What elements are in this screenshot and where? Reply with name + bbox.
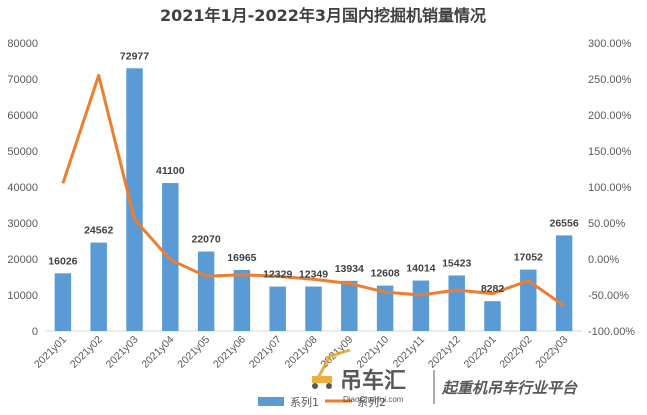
bar <box>484 301 501 331</box>
bar-data-label: 12349 <box>299 269 328 281</box>
left-axis: 0 10000 20000 30000 40000 50000 60000 70000 8000… <box>7 38 38 338</box>
right-tick-label: 0.00% <box>588 254 619 266</box>
legend: 系列1 系列2 <box>258 395 386 409</box>
legend-bar-swatch <box>258 397 284 406</box>
bar-data-label: 16026 <box>48 255 77 267</box>
bar <box>520 269 537 331</box>
x-tick-label: 2021y08 <box>283 334 320 371</box>
bar-data-label: 15423 <box>442 257 471 269</box>
watermark-url: DiaoCheHui.com <box>343 395 404 404</box>
bar-data-label: 12608 <box>370 268 399 280</box>
x-tick-label: 2022y03 <box>533 334 570 371</box>
bar <box>233 269 251 331</box>
right-tick-label: -100.00% <box>588 326 635 338</box>
bar-data-label: 13934 <box>335 263 364 275</box>
bar-data-label: 26556 <box>549 217 578 229</box>
x-tick-label: 2021y01 <box>32 334 69 371</box>
bar-data-label: 72977 <box>120 50 149 62</box>
right-tick-label: 150.00% <box>588 146 632 158</box>
bar-data-label: 17052 <box>514 252 543 264</box>
legend-bar-label: 系列1 <box>290 395 319 409</box>
bar-data-label: 41100 <box>156 165 185 177</box>
left-tick-label: 20000 <box>7 254 38 266</box>
x-tick-label: 2021y03 <box>104 334 141 371</box>
x-tick-label: 2021y04 <box>139 334 176 371</box>
bar-data-label: 22070 <box>191 234 220 246</box>
left-tick-label: 80000 <box>7 38 38 50</box>
right-tick-label: 300.00% <box>588 38 632 50</box>
left-tick-label: 60000 <box>7 110 38 122</box>
bar-data-label: 14014 <box>406 263 435 275</box>
bar <box>269 286 286 331</box>
bar <box>90 242 107 331</box>
watermark-brand: 吊车汇 <box>340 368 406 394</box>
bar <box>126 68 143 331</box>
bar-data-label: 24562 <box>84 225 113 237</box>
x-tick-label: 2021y10 <box>354 334 391 371</box>
left-tick-label: 40000 <box>7 182 38 194</box>
bar <box>341 280 358 331</box>
x-tick-label: 2021y12 <box>426 334 463 371</box>
bar-data-label: 8282 <box>481 283 505 295</box>
bar <box>162 183 179 331</box>
growth-line <box>61 73 565 308</box>
data-labels: 16026 24562 72977 41100 22070 16965 12329 12349… <box>48 50 579 295</box>
right-axis: -100.00% -50.00% 0.00% 50.00% 100.00% 150.00%… <box>588 38 635 338</box>
x-tick-label: 2021y07 <box>247 334 284 371</box>
left-tick-label: 70000 <box>7 74 38 86</box>
chart-title: 2021年1月-2022年3月国内挖掘机销量情况 <box>160 6 486 25</box>
bar <box>376 285 394 331</box>
x-tick-label: 2022y02 <box>497 334 534 371</box>
bar-data-label: 12329 <box>263 269 292 281</box>
left-tick-label: 0 <box>32 326 38 338</box>
left-tick-label: 10000 <box>7 290 38 302</box>
right-tick-label: 100.00% <box>588 182 632 194</box>
x-tick-label: 2021y05 <box>175 334 212 371</box>
bar <box>448 275 465 331</box>
right-tick-label: 50.00% <box>588 218 626 230</box>
bar <box>555 235 573 331</box>
line-series <box>61 73 565 308</box>
x-tick-label: 2021y11 <box>391 334 428 371</box>
crane-logo-icon <box>312 348 351 389</box>
watermark-slogan: 起重机吊车行业平台 <box>441 379 578 397</box>
right-tick-label: -50.00% <box>588 290 629 302</box>
x-axis: 2021y012021y022021y032021y042021y052021y… <box>32 334 570 371</box>
bar <box>197 251 215 331</box>
left-tick-label: 50000 <box>7 146 38 158</box>
bar <box>305 286 322 331</box>
legend-line-label: 系列2 <box>357 395 386 409</box>
right-tick-label: 200.00% <box>588 110 632 122</box>
x-tick-label: 2021y06 <box>211 334 248 371</box>
x-tick-label: 2021y02 <box>68 334 105 371</box>
watermark: 吊车汇 DiaoCheHui.com 起重机吊车行业平台 <box>312 348 578 404</box>
right-tick-label: 250.00% <box>588 74 632 86</box>
bar-data-label: 16965 <box>227 252 256 264</box>
bar <box>412 280 430 331</box>
bar-series <box>54 68 573 331</box>
left-tick-label: 30000 <box>7 218 38 230</box>
bar <box>54 273 72 331</box>
x-tick-label: 2022y01 <box>462 334 499 371</box>
